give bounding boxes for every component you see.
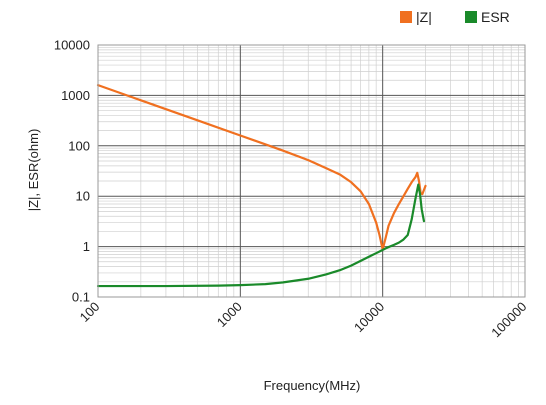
legend: |Z| ESR (400, 9, 510, 25)
y-tick-labels: 0.1 1 10 100 1000 10000 (54, 38, 90, 305)
series-line-esr (96, 183, 426, 288)
legend-swatch (400, 11, 412, 23)
x-axis-label: Frequency(MHz) (264, 378, 361, 393)
series-layer (96, 84, 427, 288)
y-tick-label: 10 (76, 189, 90, 204)
x-tick-label: 1000 (214, 299, 245, 330)
plot-frame (97, 44, 526, 298)
y-axis-label: |Z|, ESR(ohm) (26, 129, 41, 212)
y-tick-label: 1 (83, 239, 90, 254)
legend-swatch (465, 11, 477, 23)
y-tick-label: 10000 (54, 38, 90, 53)
y-tick-label: 1000 (61, 88, 90, 103)
legend-label: |Z| (416, 9, 432, 25)
x-tick-labels: 100 1000 10000 100000 (77, 299, 530, 340)
major-grid (97, 44, 526, 298)
legend-label: ESR (481, 9, 510, 25)
y-tick-label: 100 (68, 138, 90, 153)
x-tick-label: 100000 (488, 299, 529, 340)
minor-grid (98, 45, 525, 297)
x-tick-label: 10000 (351, 299, 387, 335)
y-tick-label: 0.1 (72, 290, 90, 305)
